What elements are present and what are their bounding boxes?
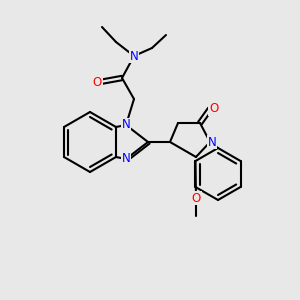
Text: O: O [209, 103, 219, 116]
Text: N: N [122, 118, 130, 131]
Text: N: N [130, 50, 138, 62]
Text: N: N [122, 152, 130, 166]
Text: O: O [191, 191, 201, 205]
Text: O: O [92, 76, 102, 88]
Text: N: N [208, 136, 216, 148]
